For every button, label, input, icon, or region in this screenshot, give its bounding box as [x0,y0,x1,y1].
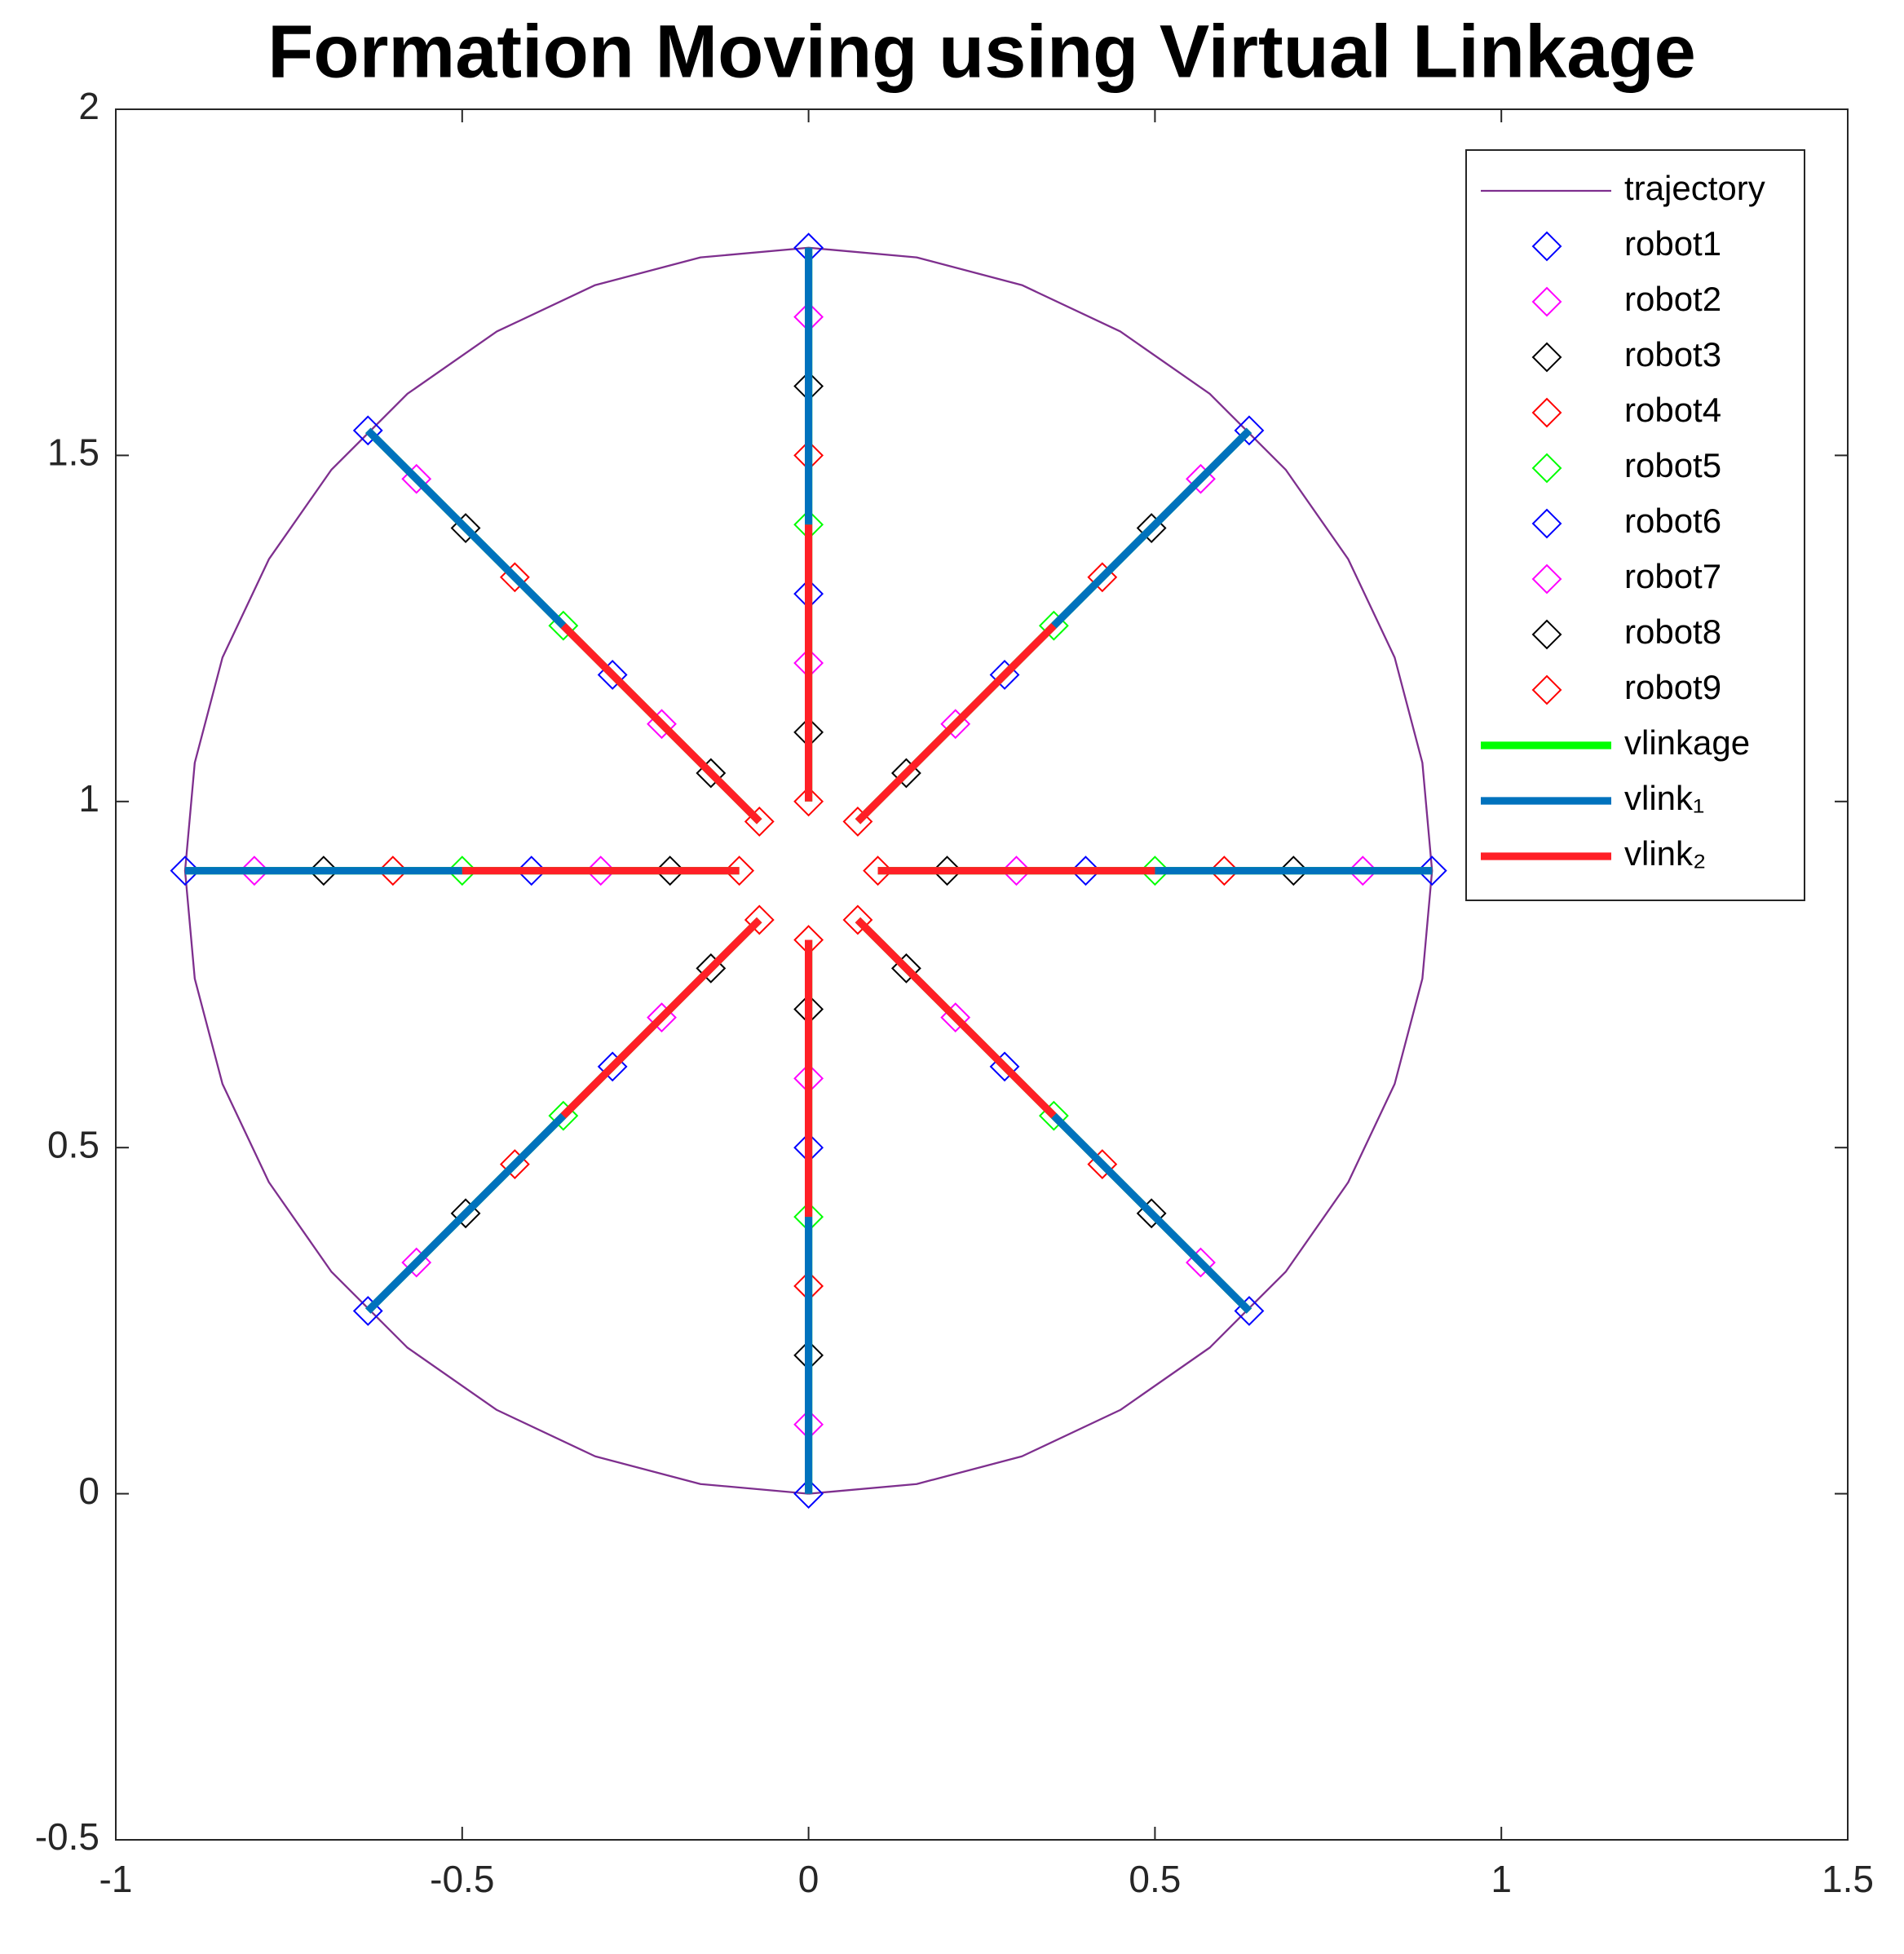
legend-marker [1531,342,1562,373]
robot-marker [239,855,270,886]
robot-marker [1071,855,1101,886]
x-tick-label: -1 [99,1858,133,1900]
link-line [184,247,1433,1494]
robot-marker [655,855,686,886]
legend-marker [1531,397,1562,428]
y-tick-label: 1.5 [47,431,99,474]
y-tick-label: 2 [78,85,99,127]
robot-marker [447,855,478,886]
legend-label: robot2 [1624,280,1721,318]
robot-marker [863,855,893,886]
legend-label: robot7 [1624,557,1721,595]
legend-marker [1531,564,1562,595]
legend-label: robot4 [1624,391,1721,429]
legend-marker [1531,674,1562,705]
x-tick-label: -0.5 [430,1858,494,1900]
y-tick-label: -0.5 [35,1815,99,1858]
legend-label: robot1 [1624,224,1721,263]
robot-marker [842,904,873,935]
robot-marker [1416,855,1447,886]
legend-label: robot8 [1624,612,1721,651]
legend-label: robot6 [1624,502,1721,540]
robot-marker [352,415,383,446]
legend-label: robot9 [1624,668,1721,706]
legend-label: vlink₂ [1624,834,1706,873]
legend-box [1465,149,1805,901]
robot-marker [170,855,201,886]
legend-label: vlink₁ [1624,779,1704,817]
legend-label: robot5 [1624,446,1721,484]
robot-marker [1347,855,1378,886]
robot-marker [585,855,616,886]
robot-marker [1001,855,1032,886]
legend-label: trajectory [1624,169,1765,207]
robot-marker [793,1479,824,1510]
robot-marker [724,855,755,886]
robot-marker [308,855,339,886]
chart-title: Formation Moving using Virtual Linkage [267,10,1696,93]
y-tick-label: 0 [78,1470,99,1512]
robot-marker [793,786,824,817]
legend-marker [1531,619,1562,650]
robot-marker [932,855,962,886]
link-line [462,524,1155,1218]
x-tick-label: 0 [798,1858,819,1900]
legend-marker [1531,286,1562,317]
legend-marker [1531,231,1562,262]
robot-marker [1139,855,1170,886]
y-tick-label: 1 [78,777,99,820]
robot-marker [378,855,409,886]
y-tick-label: 0.5 [47,1123,99,1165]
x-tick-label: 1.5 [1822,1858,1874,1900]
robot-marker [1234,415,1265,446]
x-tick-label: 0.5 [1129,1858,1181,1900]
legend-marker [1531,453,1562,484]
legend-marker [1531,508,1562,539]
x-tick-label: 1 [1491,1858,1512,1900]
axes-box [115,108,1849,1841]
robot-marker [1208,855,1239,886]
robot-marker [744,904,775,935]
legend-label: robot3 [1624,335,1721,374]
robot-marker [516,855,547,886]
robot-marker [1278,855,1309,886]
legend-label: vlinkage [1624,723,1750,762]
